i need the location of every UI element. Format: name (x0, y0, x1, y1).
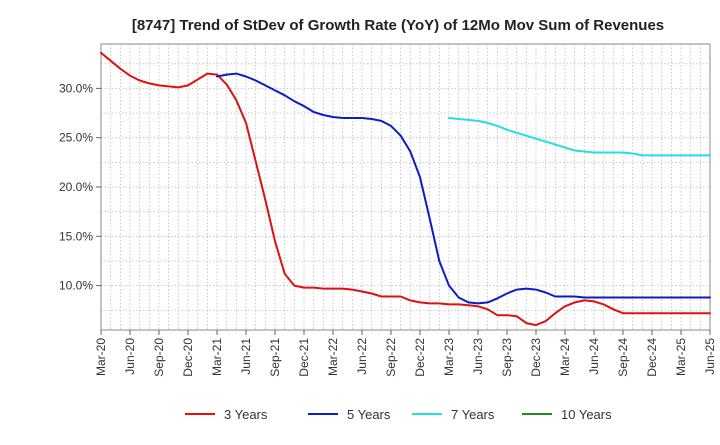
x-tick-label: Sep-21 (268, 338, 282, 377)
x-tick-label: Jun-20 (123, 338, 137, 375)
x-tick-label: Mar-21 (210, 338, 224, 376)
legend-label: 3 Years (224, 407, 268, 422)
y-tick-label: 15.0% (59, 229, 93, 243)
chart-title: [8747] Trend of StDev of Growth Rate (Yo… (132, 17, 664, 34)
x-tick-label: Mar-22 (326, 338, 340, 376)
x-tick-label: Dec-23 (529, 338, 543, 377)
x-tick-label: Mar-20 (94, 338, 108, 376)
x-tick-label: Jun-24 (587, 338, 601, 375)
x-tick-label: Sep-24 (616, 338, 630, 377)
y-tick-label: 25.0% (59, 131, 93, 145)
x-axis: Mar-20 Jun-20 Sep-20 Dec-20 Mar-21 Jun-21 Sep-… (94, 330, 717, 377)
y-tick-label: 20.0% (59, 180, 93, 194)
x-tick-label: Mar-23 (442, 338, 456, 376)
y-tick-label: 10.0% (59, 279, 93, 293)
x-tick-label: Dec-20 (181, 338, 195, 377)
legend-label: 10 Years (561, 407, 612, 422)
x-tick-label: Jun-25 (703, 338, 717, 375)
series-line-3-years (100, 51, 711, 327)
x-tick-label: Sep-20 (152, 338, 166, 377)
x-tick-label: Jun-22 (355, 338, 369, 375)
x-tick-label: Sep-22 (384, 338, 398, 377)
legend-label: 5 Years (347, 407, 391, 422)
legend-label: 7 Years (451, 407, 495, 422)
x-tick-label: Mar-24 (558, 338, 572, 376)
y-axis: 10.0% 15.0% 20.0% 25.0% 30.0% (59, 81, 101, 293)
x-tick-label: Sep-23 (500, 338, 514, 377)
x-tick-label: Jun-23 (471, 338, 485, 375)
y-tick-label: 30.0% (59, 81, 93, 95)
x-tick-label: Jun-21 (239, 338, 253, 375)
series-line-5-years (216, 72, 711, 305)
legend: 3 Years 5 Years 7 Years 10 Years (185, 407, 612, 422)
grid-lines (101, 44, 710, 330)
x-tick-label: Dec-24 (645, 338, 659, 377)
x-tick-label: Mar-25 (674, 338, 688, 376)
series-line-7-years (448, 117, 711, 157)
x-tick-label: Dec-22 (413, 338, 427, 377)
x-tick-label: Dec-21 (297, 338, 311, 377)
series-lines (100, 51, 711, 327)
